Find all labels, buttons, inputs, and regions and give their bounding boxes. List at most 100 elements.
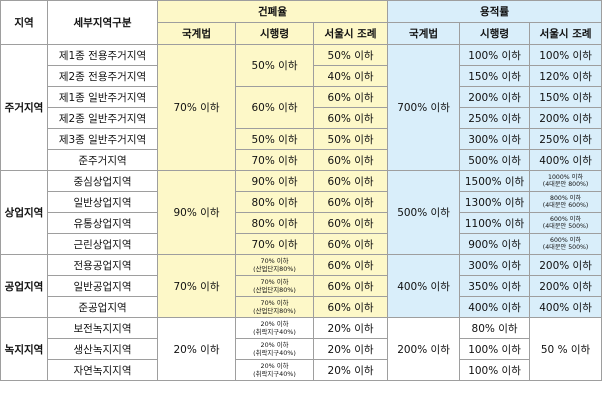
bcr-decree-cell: 50% 이하 (235, 44, 314, 87)
bcr-decree-note: (취락지구40%) (253, 349, 296, 357)
subregion-cell: 유통상업지역 (47, 212, 158, 234)
far-decree-cell: 150% 이하 (459, 65, 531, 87)
bcr-seoul-cell: 50% 이하 (312, 128, 389, 150)
far-decree-cell: 350% 이하 (459, 275, 531, 297)
bcr-decree-main: 20% 이하 (260, 320, 289, 328)
bcr-seoul-cell: 20% 이하 (312, 317, 389, 339)
far-seoul-main: 1000% 이하 (548, 174, 584, 181)
bcr-decree-main: 70% 이하 (260, 278, 289, 286)
table-row: 녹지지역 보전녹지지역 20% 이하 20% 이하 (취락지구40%) 20% 이… (0, 317, 602, 381)
bcr-decree-cell: 80% 이하 (235, 191, 314, 213)
subregion-cell: 준공업지역 (47, 296, 158, 318)
subregion-cell: 일반공업지역 (47, 275, 158, 297)
far-decree-cell: 500% 이하 (459, 149, 531, 171)
far-seoul-cell: 600% 이하 (4대문안 500%) (529, 212, 602, 234)
bcr-decree-main: 20% 이하 (260, 341, 289, 349)
bcr-decree-cell: 70% 이하 (235, 233, 314, 255)
bcr-seoul-cell: 60% 이하 (312, 170, 389, 192)
bcr-decree-note: (산업단지80%) (253, 286, 296, 294)
far-decree-cell: 300% 이하 (459, 128, 531, 150)
bcr-decree-note: (산업단지80%) (253, 265, 296, 273)
bcr-decree-note: (산업단지80%) (253, 307, 296, 315)
far-decree-cell: 300% 이하 (459, 254, 531, 276)
far-seoul-cell: 400% 이하 (529, 296, 602, 318)
table-row: 생산녹지지역 20% 이하 (취락지구40%) 20% 이하 100% 이하 (1, 338, 602, 360)
table-row: 준공업지역 70% 이하 (산업단지80%) 60% 이하 400% 이하 400… (1, 296, 602, 318)
far-national-cell: 400% 이하 (387, 254, 461, 318)
bcr-decree-main: 20% 이하 (260, 362, 289, 370)
far-seoul-cell: 120% 이하 (529, 65, 602, 87)
bcr-national-cell: 70% 이하 (157, 44, 236, 171)
bcr-seoul-cell: 40% 이하 (312, 65, 389, 87)
table-row: 제1종 일반주거지역 60% 이하 60% 이하 200% 이하 150% 이하 (1, 86, 602, 129)
bcr-seoul-cell: 20% 이하 (312, 338, 389, 360)
table-row: 제2종 전용주거지역 40% 이하 150% 이하 120% 이하 (1, 65, 602, 87)
bcr-seoul-cell: 60% 이하 (312, 233, 389, 255)
subregion-cell: 중심상업지역 (47, 170, 158, 192)
subregion-cell: 보전녹지지역 (47, 317, 158, 339)
table-row: 제3종 일반주거지역 50% 이하 50% 이하 300% 이하 250% 이하 (1, 128, 602, 150)
subregion-cell: 근린상업지역 (47, 233, 158, 255)
bcr-decree-note: (취락지구40%) (253, 370, 296, 378)
header-far-national: 국계법 (387, 22, 461, 45)
header-subregion: 세부지역구분 (47, 0, 158, 45)
far-seoul-main: 600% 이하 (550, 216, 582, 223)
region-green: 녹지지역 (0, 317, 48, 381)
header-bcr-group: 건폐율 (156, 0, 389, 23)
far-decree-cell: 1500% 이하 (459, 170, 531, 192)
header-bcr-national: 국계법 (157, 22, 236, 45)
far-seoul-cell: 200% 이하 (529, 107, 602, 129)
far-seoul-main: 600% 이하 (550, 237, 582, 244)
far-seoul-cell: 400% 이하 (529, 149, 602, 171)
bcr-national-cell: 20% 이하 (157, 317, 236, 381)
bcr-decree-cell: 20% 이하 (취락지구40%) (235, 359, 314, 381)
bcr-seoul-cell: 60% 이하 (312, 149, 389, 171)
subregion-cell: 생산녹지지역 (47, 338, 158, 360)
bcr-decree-cell: 60% 이하 (235, 86, 314, 129)
bcr-seoul-cell: 50% 이하 (312, 44, 389, 66)
far-seoul-cell: 600% 이하 (4대문안 500%) (529, 233, 602, 255)
far-decree-cell: 1100% 이하 (459, 212, 531, 234)
header-far-decree: 시행령 (459, 22, 531, 45)
subregion-cell: 자연녹지지역 (47, 359, 158, 381)
header-far-group: 용적률 (387, 0, 602, 23)
region-commercial: 상업지역 (0, 170, 48, 255)
far-decree-cell: 1300% 이하 (459, 191, 531, 213)
far-decree-cell: 100% 이하 (459, 44, 531, 66)
far-seoul-cell: 1000% 이하 (4대문안 800%) (529, 170, 602, 192)
far-decree-cell: 100% 이하 (459, 359, 531, 381)
far-decree-cell: 200% 이하 (459, 86, 531, 108)
subregion-cell: 제1종 전용주거지역 (47, 44, 158, 66)
bcr-seoul-cell: 60% 이하 (312, 212, 389, 234)
far-seoul-cell: 250% 이하 (529, 128, 602, 150)
table-row: 근린상업지역 70% 이하 60% 이하 900% 이하 600% 이하 (4대문… (1, 233, 602, 255)
table-row: 유통상업지역 80% 이하 60% 이하 1100% 이하 600% 이하 (4대… (1, 212, 602, 234)
bcr-seoul-cell: 20% 이하 (312, 359, 389, 381)
subregion-cell: 준주거지역 (47, 149, 158, 171)
bcr-decree-cell: 70% 이하 (235, 149, 314, 171)
bcr-seoul-cell: 60% 이하 (312, 275, 389, 297)
subregion-cell: 일반상업지역 (47, 191, 158, 213)
far-decree-cell: 900% 이하 (459, 233, 531, 255)
far-decree-cell: 250% 이하 (459, 107, 531, 129)
table-row: 일반공업지역 70% 이하 (산업단지80%) 60% 이하 350% 이하 20… (1, 275, 602, 297)
bcr-national-cell: 70% 이하 (157, 254, 236, 318)
bcr-seoul-cell: 60% 이하 (312, 254, 389, 276)
bcr-decree-main: 70% 이하 (260, 299, 289, 307)
bcr-seoul-cell: 60% 이하 (312, 296, 389, 318)
far-seoul-cell: 200% 이하 (529, 254, 602, 276)
zoning-ratio-table: 지역 세부지역구분 건폐율 용적률 국계법 시행령 서울시 조례 국계법 시행령… (0, 0, 602, 381)
far-seoul-note: (4대문안 600%) (542, 202, 589, 209)
bcr-national-cell: 90% 이하 (157, 170, 236, 255)
bcr-decree-note: (취락지구40%) (253, 328, 296, 336)
bcr-decree-cell: 90% 이하 (235, 170, 314, 192)
bcr-decree-cell: 50% 이하 (235, 128, 314, 150)
far-seoul-note: (4대문안 800%) (542, 181, 589, 188)
far-national-cell: 500% 이하 (387, 170, 461, 255)
header-bcr-seoul: 서울시 조례 (312, 22, 389, 45)
bcr-seoul-cell: 60% 이하 (312, 86, 389, 108)
far-seoul-note: (4대문안 500%) (542, 223, 589, 230)
table-row: 주거지역 제1종 전용주거지역 70% 이하 50% 이하 50% 이하 700… (0, 44, 602, 171)
region-residential: 주거지역 (0, 44, 48, 171)
far-seoul-main: 800% 이하 (550, 195, 582, 202)
